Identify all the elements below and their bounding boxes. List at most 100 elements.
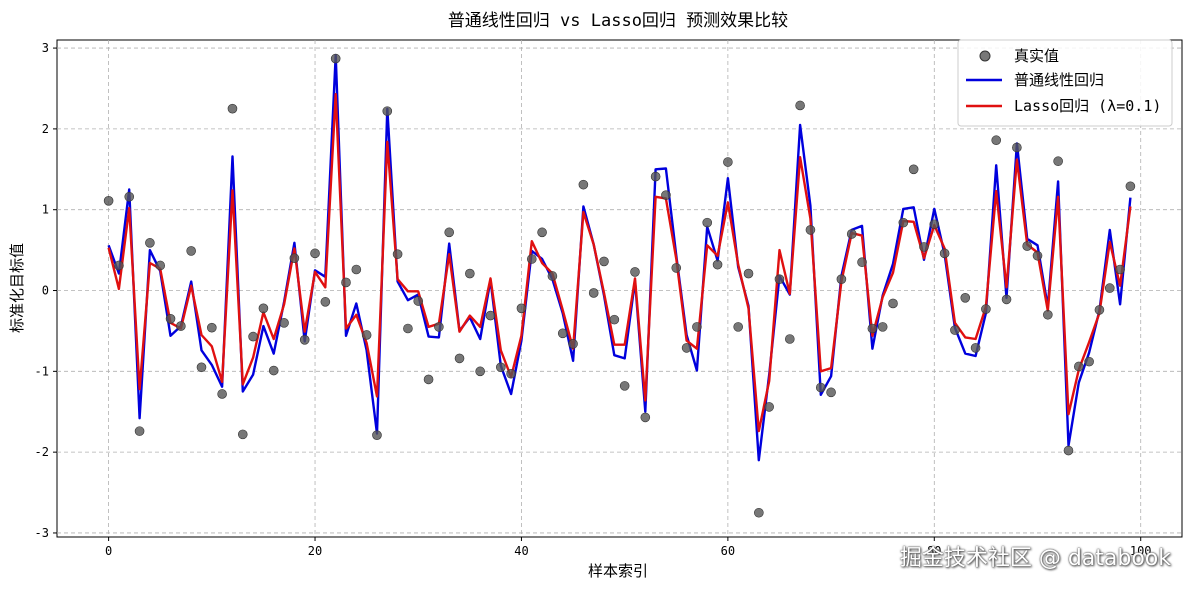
y-tick-label: 1 — [42, 203, 49, 217]
data-point — [877, 322, 888, 332]
series-actual-points — [103, 53, 1136, 518]
x-axis-title: 样本索引 — [588, 562, 648, 580]
data-point — [630, 267, 640, 277]
data-point — [1043, 309, 1053, 320]
data-point — [114, 260, 124, 271]
data-point — [506, 368, 516, 379]
data-point — [650, 171, 661, 182]
data-point — [898, 217, 909, 228]
data-point — [124, 191, 135, 202]
legend-label-actual: 真实值 — [1014, 47, 1059, 65]
y-axis-ticks: -3 -2 -1 0 1 2 3 — [35, 41, 57, 540]
data-point — [258, 303, 269, 314]
data-point — [268, 365, 279, 376]
data-point — [423, 374, 434, 385]
data-point — [867, 323, 878, 334]
data-point — [392, 249, 403, 259]
data-point — [733, 322, 743, 332]
data-point — [1125, 181, 1136, 192]
data-point — [640, 412, 651, 423]
data-point — [1001, 294, 1012, 305]
data-point — [712, 259, 723, 270]
data-point — [434, 322, 444, 332]
data-point — [413, 296, 424, 306]
y-tick-label: 0 — [42, 284, 49, 298]
data-point — [805, 225, 816, 235]
data-point — [289, 253, 300, 263]
legend-marker-actual — [979, 50, 991, 62]
data-point — [279, 318, 289, 328]
data-point — [857, 257, 867, 268]
data-point — [950, 325, 960, 335]
data-point — [784, 334, 795, 344]
y-tick-label: -3 — [35, 526, 49, 540]
series-lasso-line — [107, 92, 1132, 433]
series-linear-line — [107, 54, 1132, 462]
y-tick-label: 3 — [42, 41, 49, 55]
legend-label-lasso: Lasso回归 (λ=0.1) — [1014, 97, 1161, 115]
data-point — [692, 322, 702, 332]
data-point — [1012, 142, 1022, 153]
data-point — [165, 314, 176, 324]
data-point — [774, 274, 785, 285]
x-tick-label: 60 — [721, 544, 735, 558]
data-point — [939, 248, 950, 259]
data-point — [134, 426, 145, 436]
data-point — [599, 256, 609, 267]
grid — [57, 40, 1182, 537]
data-point — [1022, 241, 1032, 251]
data-point — [207, 322, 217, 333]
data-point — [578, 179, 589, 190]
data-point — [1053, 156, 1063, 167]
y-tick-label: 2 — [42, 122, 49, 136]
data-point — [465, 268, 475, 279]
data-point — [888, 298, 898, 309]
data-point — [341, 277, 351, 288]
data-point — [702, 217, 713, 228]
data-point — [186, 246, 196, 256]
data-point — [155, 260, 166, 271]
series-group — [103, 53, 1136, 518]
data-point — [145, 238, 155, 248]
x-axis-ticks: 0 20 40 60 80 100 — [105, 537, 1152, 558]
data-point — [330, 53, 341, 64]
data-point — [557, 328, 568, 339]
data-point — [382, 106, 393, 116]
data-point — [1063, 445, 1074, 456]
chart-title: 普通线性回归 vs Lasso回归 预测效果比较 — [448, 11, 788, 31]
data-point — [1094, 305, 1105, 315]
data-point — [299, 335, 310, 345]
data-point — [619, 381, 630, 391]
data-point — [526, 254, 537, 264]
x-tick-label: 100 — [1130, 544, 1152, 558]
data-point — [547, 271, 558, 281]
legend-label-linear: 普通线性回归 — [1014, 71, 1104, 89]
data-point — [227, 103, 238, 114]
data-point — [743, 268, 754, 279]
data-point — [1104, 283, 1115, 293]
data-point — [991, 135, 1002, 146]
watermark: 掘金技术社区 @ databook — [899, 546, 1171, 571]
data-point — [661, 190, 671, 200]
data-point — [176, 321, 186, 331]
data-point — [981, 304, 991, 314]
data-point — [217, 389, 227, 399]
data-point — [237, 429, 248, 440]
data-point — [372, 430, 382, 440]
legend-box — [957, 39, 1173, 127]
data-point — [248, 331, 258, 342]
data-point — [537, 227, 547, 238]
data-point — [454, 353, 465, 364]
y-axis-title: 标准化目标值 — [8, 243, 26, 333]
data-point — [671, 263, 682, 273]
data-point — [908, 164, 919, 175]
data-point — [444, 227, 455, 238]
x-tick-label: 80 — [927, 544, 941, 558]
data-point — [919, 242, 929, 252]
data-point — [496, 362, 506, 373]
x-tick-label: 20 — [308, 544, 322, 558]
y-tick-label: -2 — [35, 445, 49, 459]
data-point — [1032, 250, 1043, 261]
data-point — [475, 366, 485, 377]
